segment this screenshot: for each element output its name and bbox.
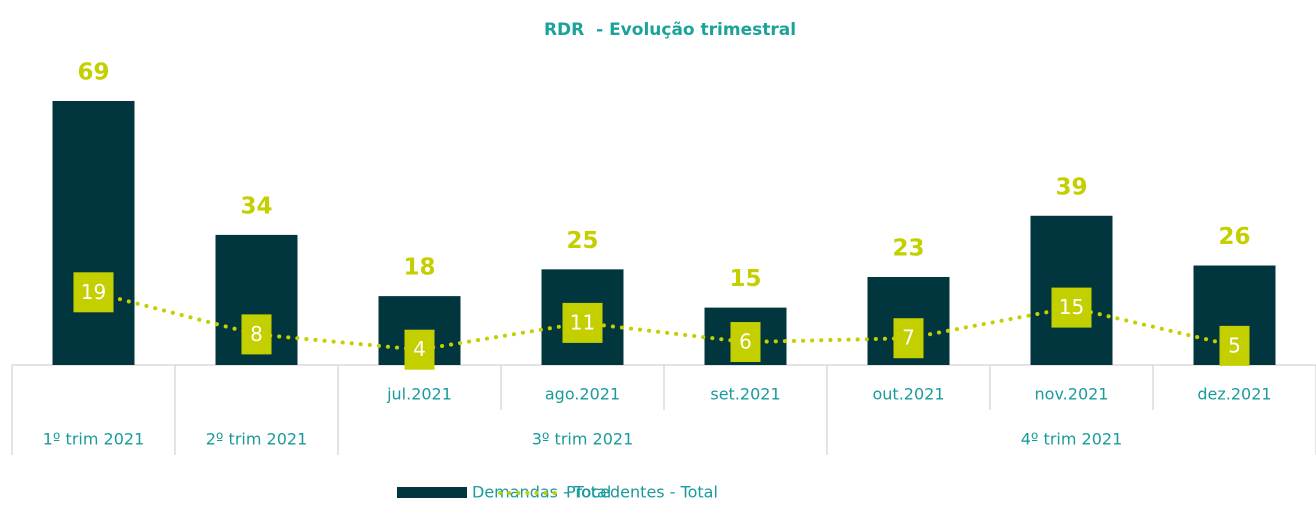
line	[91, 290, 1237, 352]
line-label-box	[893, 318, 924, 359]
x-tick-label: jul.2021	[386, 385, 452, 404]
line-label-box	[562, 302, 603, 343]
legend-label: Demandas - Total	[472, 483, 611, 502]
group-label: 2º trim 2021	[206, 430, 308, 449]
bar-value-label: 15	[729, 266, 761, 292]
x-tick-label: nov.2021	[1035, 385, 1109, 404]
bar-value-label: 69	[77, 59, 109, 85]
bar	[52, 100, 135, 366]
line-value-label: 15	[1059, 295, 1084, 319]
group-label: 3º trim 2021	[532, 430, 634, 449]
legend-swatch	[397, 487, 467, 498]
bar-value-label: 26	[1218, 224, 1250, 250]
line-value-label: 8	[250, 322, 263, 346]
line-label-box	[1219, 325, 1250, 366]
chart-title: RDR - Evolução trimestral	[544, 20, 796, 40]
line-value-label: 11	[570, 310, 595, 334]
bar-value-label: 39	[1055, 174, 1087, 200]
bar-value-label: 34	[240, 193, 272, 219]
line-value-label: 4	[413, 337, 426, 361]
line-label-box	[1051, 287, 1092, 328]
group-label: 1º trim 2021	[43, 430, 145, 449]
bar-value-label: 23	[892, 235, 924, 261]
x-tick-label: set.2021	[710, 385, 780, 404]
line-value-label: 5	[1228, 333, 1241, 357]
x-tick-label: ago.2021	[545, 385, 620, 404]
line-label-box	[404, 329, 435, 370]
line-label-box	[73, 272, 114, 313]
line-label-box	[730, 322, 761, 363]
line-value-label: 19	[81, 280, 106, 304]
line-value-label: 6	[739, 330, 752, 354]
bar-value-label: 18	[403, 255, 435, 281]
bar-value-label: 25	[566, 228, 598, 254]
x-tick-label: dez.2021	[1197, 385, 1271, 404]
line-label-box	[241, 314, 272, 355]
x-tick-label: out.2021	[872, 385, 944, 404]
group-label: 4º trim 2021	[1021, 430, 1123, 449]
line-value-label: 7	[902, 326, 915, 350]
legend-label: Procedentes - Total	[566, 483, 718, 502]
